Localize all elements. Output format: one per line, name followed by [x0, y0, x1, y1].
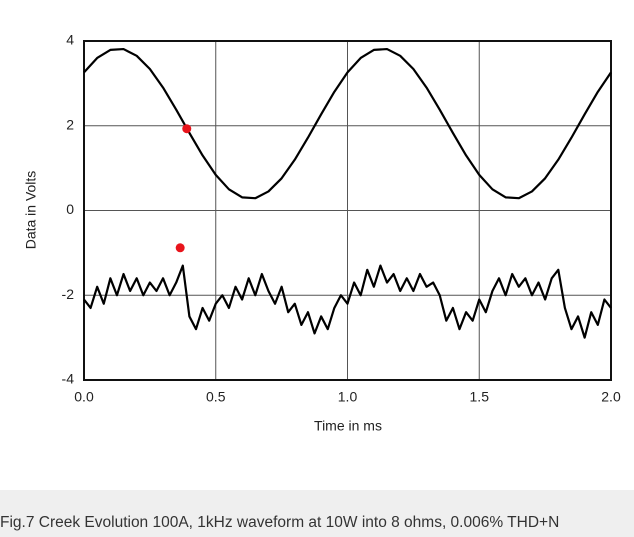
x-axis-label: Time in ms: [314, 418, 382, 434]
x-tick-label: 2.0: [601, 389, 621, 405]
caption-bar: Fig.7 Creek Evolution 100A, 1kHz wavefor…: [0, 490, 634, 537]
plot-frame: [83, 40, 612, 381]
marker-point: [175, 243, 185, 253]
chart: Time in ms Data in Volts 0.0 0.5 1.0 1.5 2.0…: [23, 32, 621, 434]
y-tick-label: 0: [66, 201, 74, 217]
caption: Fig.7 Creek Evolution 100A, 1kHz wavefor…: [0, 514, 560, 531]
y-tick-label: 4: [66, 32, 74, 48]
y-axis-label: Data in Volts: [23, 171, 39, 250]
y-tick-label: -4: [62, 371, 75, 387]
y-tick-label: -2: [62, 286, 75, 302]
x-tick-label: 0.5: [206, 389, 226, 405]
waveform-line: [83, 264, 612, 339]
waveform-line: [83, 47, 612, 200]
x-tick-label: 0.0: [74, 389, 94, 405]
x-tick-label: 1.0: [338, 389, 358, 405]
x-tick-label: 1.5: [470, 389, 490, 405]
y-tick-label: 2: [66, 116, 74, 132]
marker-point: [182, 124, 192, 134]
